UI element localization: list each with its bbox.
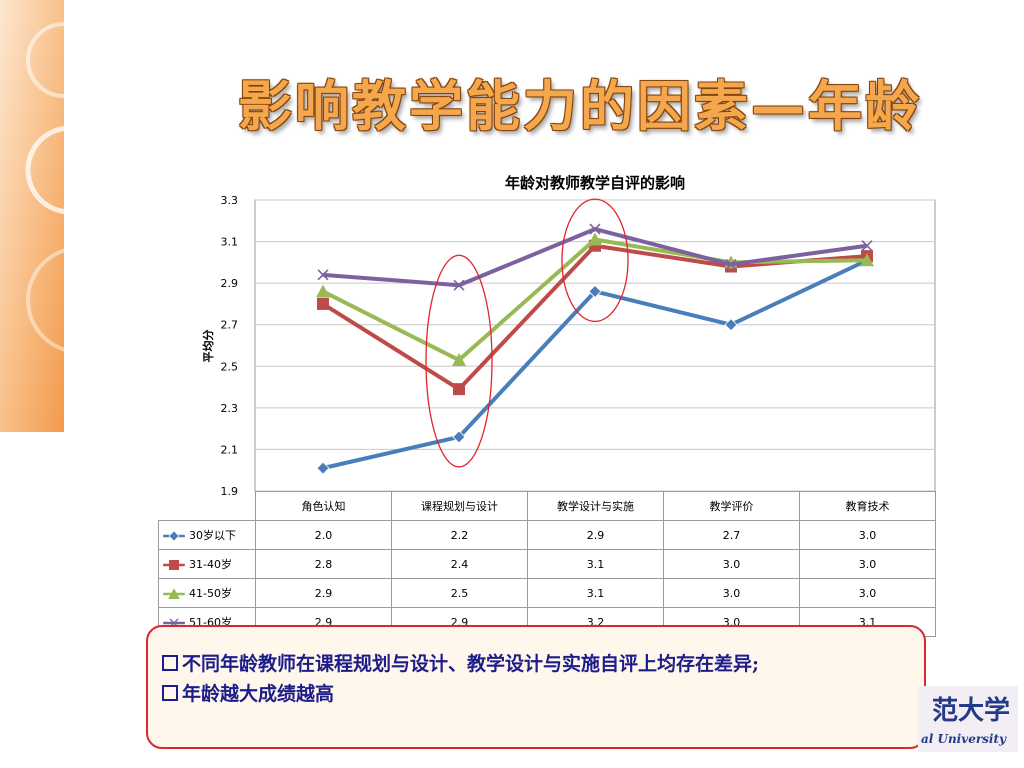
data-point-diamond [452, 430, 466, 444]
university-logo: 范大学 al University [918, 686, 1018, 752]
data-point-triangle [168, 589, 180, 599]
data-point-triangle [452, 353, 466, 367]
data-point-triangle [588, 232, 602, 246]
data-label: 3.0 [663, 549, 800, 579]
table-header-row: 角色认知 课程规划与设计 教学设计与实施 教学评价 教育技术 [158, 491, 936, 521]
series-3 [316, 232, 874, 367]
data-label: 2.2 [391, 520, 528, 550]
y-tick-label: 2.9 [221, 277, 239, 290]
table-row: 31-40岁 2.8 2.4 3.1 3.0 3.0 [158, 549, 936, 579]
data-point-square [169, 560, 179, 570]
data-point-diamond [724, 318, 738, 332]
data-label: 3.1 [527, 578, 664, 608]
legend-entry: 30岁以下 [158, 520, 256, 550]
y-tick-label: 2.3 [221, 402, 239, 415]
data-point-x [453, 279, 465, 291]
data-label: 3.0 [799, 549, 936, 579]
legend-entry: 31-40岁 [158, 549, 256, 579]
note-box: 不同年龄教师在课程规划与设计、教学设计与实施自评上均存在差异; 年龄越大成绩越高 [146, 625, 926, 749]
x-category-label: 课程规划与设计 [391, 491, 528, 521]
chart-title: 年龄对教师教学自评的影响 [504, 174, 685, 192]
data-point-square [317, 297, 329, 310]
slide-title: 影响教学能力的因素—年龄 [238, 75, 922, 138]
data-label: 2.0 [255, 520, 392, 550]
note-text: 年龄越大成绩越高 [182, 683, 335, 705]
data-point-x [317, 269, 329, 281]
series-1 [316, 253, 874, 475]
legend-label: 41-50岁 [189, 587, 232, 600]
data-label: 2.5 [391, 578, 528, 608]
table-corner [158, 491, 256, 521]
data-point-square [453, 383, 465, 396]
highlight-ellipse [425, 254, 493, 468]
table-row: 30岁以下 2.0 2.2 2.9 2.7 3.0 [158, 520, 936, 550]
data-point-diamond [316, 461, 330, 475]
table-row: 41-50岁 2.9 2.5 3.1 3.0 3.0 [158, 578, 936, 608]
data-table: 角色认知 课程规划与设计 教学设计与实施 教学评价 教育技术 30岁以下 2.0 2.2 2.9… [158, 491, 936, 637]
data-point-diamond [588, 284, 602, 299]
data-label: 3.0 [799, 578, 936, 608]
logo-subtitle: al University [920, 732, 1006, 746]
square-bullet-icon [162, 685, 178, 701]
logo-text: 范大学 [931, 696, 1010, 726]
data-label: 2.7 [663, 520, 800, 550]
x-category-label: 教育技术 [799, 491, 936, 521]
highlight-ellipse [561, 198, 629, 323]
data-point-diamond [168, 531, 180, 541]
slide-decoration-left [0, 0, 64, 432]
data-point-triangle [316, 284, 330, 298]
y-tick-label: 2.1 [221, 443, 239, 456]
data-label: 2.9 [527, 520, 664, 550]
y-tick-labels: 1.92.12.32.52.72.93.13.3 [221, 194, 239, 498]
series-line [321, 243, 868, 392]
data-label: 2.8 [255, 549, 392, 579]
x-category-label: 教学设计与实施 [527, 491, 664, 521]
data-label: 2.4 [391, 549, 528, 579]
highlight-ellipses [425, 198, 629, 468]
data-point-x [589, 223, 601, 235]
data-point-x [725, 258, 737, 271]
legend-key-icon [163, 589, 185, 599]
note-item: 不同年龄教师在课程规划与设计、教学设计与实施自评上均存在差异; [162, 649, 912, 679]
x-category-label: 教学评价 [663, 491, 800, 521]
series-4 [317, 223, 873, 291]
note-item: 年龄越大成绩越高 [162, 679, 912, 709]
legend-key-icon [163, 560, 185, 570]
data-label: 3.1 [527, 549, 664, 579]
legend-label: 31-40岁 [189, 558, 232, 571]
data-point-triangle [860, 253, 874, 267]
y-tick-label: 2.5 [221, 360, 239, 373]
y-tick-label: 3.3 [221, 194, 239, 207]
data-label: 2.9 [255, 578, 392, 608]
series-lines [316, 223, 874, 475]
y-tick-label: 2.7 [221, 319, 239, 332]
data-point-x [861, 240, 873, 252]
legend-key-icon [163, 531, 185, 541]
x-category-label: 角色认知 [255, 491, 392, 521]
legend-label: 30岁以下 [189, 529, 236, 542]
legend-entry: 41-50岁 [158, 578, 256, 608]
data-label: 3.0 [799, 520, 936, 550]
note-text: 不同年龄教师在课程规划与设计、教学设计与实施自评上均存在差异; [182, 653, 760, 675]
data-label: 3.0 [663, 578, 800, 608]
y-tick-label: 3.1 [221, 236, 239, 249]
square-bullet-icon [162, 655, 178, 671]
